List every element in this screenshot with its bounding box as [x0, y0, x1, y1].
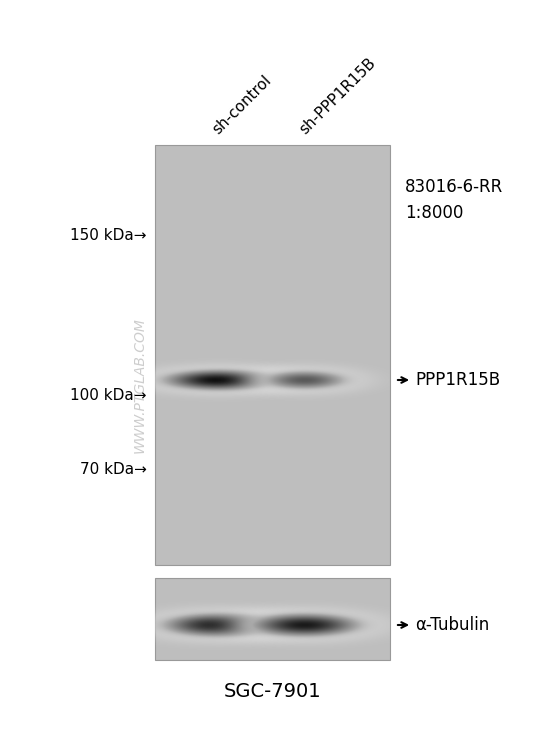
Bar	[155, 578, 390, 660]
Text: sh-PPP1R15B: sh-PPP1R15B	[297, 55, 379, 137]
Text: 83016-6-RR
1:8000: 83016-6-RR 1:8000	[405, 178, 503, 221]
Text: sh-control: sh-control	[210, 73, 274, 137]
Text: 100 kDa→: 100 kDa→	[71, 388, 147, 403]
Text: α-Tubulin: α-Tubulin	[415, 616, 489, 634]
Text: PPP1R15B: PPP1R15B	[415, 371, 500, 389]
Bar	[155, 145, 390, 565]
Text: 150 kDa→: 150 kDa→	[71, 227, 147, 243]
Text: SGC-7901: SGC-7901	[223, 682, 321, 701]
Text: WWW.PTGLAB.COM: WWW.PTGLAB.COM	[133, 317, 147, 453]
Text: 70 kDa→: 70 kDa→	[80, 462, 147, 477]
